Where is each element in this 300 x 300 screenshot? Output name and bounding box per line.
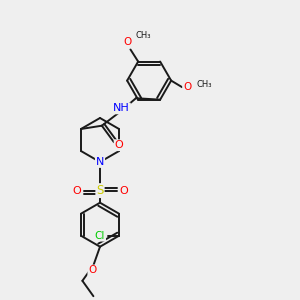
Text: O: O — [88, 266, 97, 275]
Text: CH₃: CH₃ — [196, 80, 212, 89]
Text: CH₃: CH₃ — [135, 31, 151, 40]
Text: Cl: Cl — [95, 231, 105, 241]
Text: O: O — [183, 82, 191, 92]
Text: NH: NH — [113, 103, 130, 113]
Text: N: N — [96, 157, 104, 167]
Text: O: O — [72, 186, 81, 196]
Text: O: O — [115, 140, 123, 150]
Text: O: O — [119, 186, 128, 196]
Text: S: S — [96, 184, 104, 197]
Text: O: O — [123, 38, 132, 47]
